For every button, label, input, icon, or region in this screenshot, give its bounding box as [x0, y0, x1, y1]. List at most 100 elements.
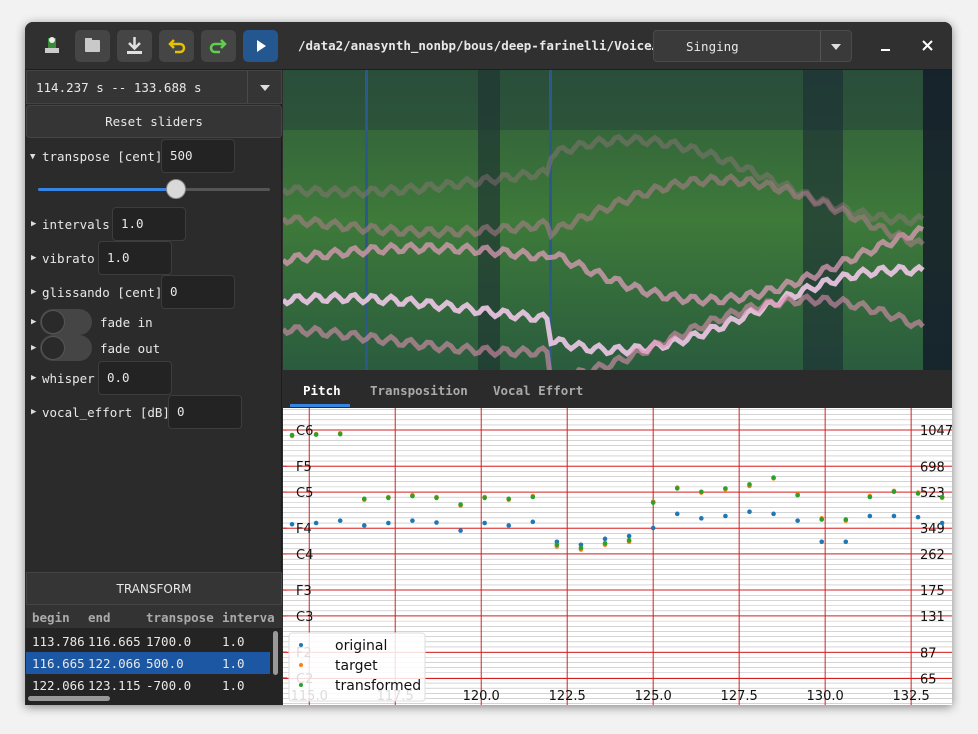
table-cell: 1.0 [222, 656, 245, 671]
legend-label: target [335, 658, 378, 674]
data-point [458, 502, 463, 507]
data-point [337, 431, 343, 437]
range-dropdown[interactable]: 114.237 s -- 133.688 s [26, 70, 282, 104]
data-point [578, 545, 584, 551]
whisper-input[interactable]: 0.0 [98, 361, 172, 395]
expander: ▶ [31, 253, 37, 263]
tab[interactable]: Transposition [370, 383, 468, 398]
y2-tick-label: 87 [920, 646, 937, 661]
data-point [939, 494, 945, 500]
transpose-label: transpose [cent] [42, 149, 163, 164]
legend-marker [299, 643, 303, 647]
data-point [602, 536, 608, 542]
data-point [843, 517, 849, 522]
mode-dropdown[interactable]: Singing [653, 30, 852, 62]
intervals-input[interactable]: 1.0 [112, 207, 186, 241]
expander: ▶ [31, 219, 37, 229]
data-point [289, 432, 295, 438]
y-tick-label: F3 [296, 584, 312, 599]
dropdown-arrow [260, 85, 270, 91]
legend-label: original [335, 638, 387, 654]
transpose-input[interactable]: 500 [161, 139, 235, 173]
fade-in-toggle[interactable] [40, 309, 92, 335]
segment-table: begin end transpose interva 113.786 116.6… [26, 605, 282, 705]
data-point [747, 482, 752, 487]
data-point [915, 514, 921, 520]
table-cell: 1.0 [222, 634, 245, 649]
data-point [891, 489, 897, 495]
expander: ▶ [31, 317, 37, 327]
y2-tick-label: 262 [920, 548, 945, 563]
tab[interactable]: Vocal Effort [493, 383, 584, 398]
data-point [602, 540, 608, 546]
selected-row[interactable] [26, 652, 270, 674]
data-point [386, 520, 391, 526]
pitch-plot: 10476985233492621751318765115.0117.5120.… [283, 408, 952, 705]
intervals-label: intervals [42, 217, 110, 232]
glissando-input[interactable]: 0 [161, 275, 235, 309]
data-point [771, 511, 776, 517]
fade-out-label: fade out [100, 341, 161, 356]
undo-button[interactable] [159, 30, 194, 62]
vocal-effort-input[interactable]: 0 [168, 395, 242, 429]
column-header: end [88, 610, 111, 625]
fade-out-toggle[interactable] [40, 335, 92, 361]
table-header [26, 605, 282, 628]
vibrato-label: vibrato [42, 251, 95, 266]
redo-button[interactable] [201, 30, 236, 62]
table-cell: 122.066 [88, 656, 141, 671]
data-point [626, 533, 632, 539]
y2-tick-label: 349 [920, 522, 945, 537]
data-point [819, 539, 825, 545]
y2-tick-label: 698 [920, 460, 945, 475]
table-cell: 116.665 [88, 634, 141, 649]
toggle-knob [41, 310, 65, 334]
data-point [723, 513, 728, 519]
data-point [361, 496, 367, 502]
data-point [915, 491, 921, 496]
expander: ▶ [31, 407, 37, 417]
table-cell: 1700.0 [146, 634, 192, 649]
data-point [723, 486, 728, 491]
reset-button[interactable]: Reset sliders [26, 105, 282, 138]
table-cell: 1.0 [222, 678, 245, 693]
spectrogram [283, 70, 952, 370]
data-point [289, 521, 295, 527]
data-point [530, 494, 536, 500]
legend-box [288, 632, 426, 702]
table-cell: 116.665 [32, 656, 85, 671]
file-path: /data2/anasynth_nonbp/bous/deep-farinell… [298, 38, 660, 53]
data-point [482, 495, 487, 501]
harmonic [283, 263, 925, 357]
data-point [843, 539, 849, 545]
data-point [867, 513, 873, 519]
tab-active[interactable]: Pitch [303, 383, 341, 398]
table-cell: 123.115 [88, 678, 141, 693]
y-tick-label: C3 [296, 610, 313, 625]
y2-tick-label: 131 [920, 610, 945, 625]
glissando-label: glissando [cent] [42, 285, 163, 300]
y-tick-label: C5 [296, 486, 313, 501]
harmonic [283, 133, 925, 227]
data-point [361, 523, 367, 528]
data-point [313, 520, 319, 526]
transform-button[interactable]: TRANSFORM [26, 572, 282, 605]
y-tick-label: C6 [296, 424, 313, 439]
data-point [386, 495, 391, 501]
open-button[interactable] [75, 30, 110, 62]
data-point [674, 511, 680, 517]
save-button[interactable] [117, 30, 152, 62]
data-point [819, 517, 825, 522]
slider-handle[interactable] [166, 179, 186, 199]
data-point [674, 486, 680, 491]
data-point [506, 496, 512, 502]
h-scrollbar [28, 696, 110, 701]
x-tick-label: 125.0 [635, 689, 672, 704]
dropdown-arrow [831, 44, 841, 50]
close-button[interactable] [920, 38, 936, 54]
vibrato-input[interactable]: 1.0 [98, 241, 172, 275]
play-button[interactable] [243, 30, 278, 62]
minimize-button[interactable] [878, 38, 894, 54]
data-point [434, 520, 439, 525]
